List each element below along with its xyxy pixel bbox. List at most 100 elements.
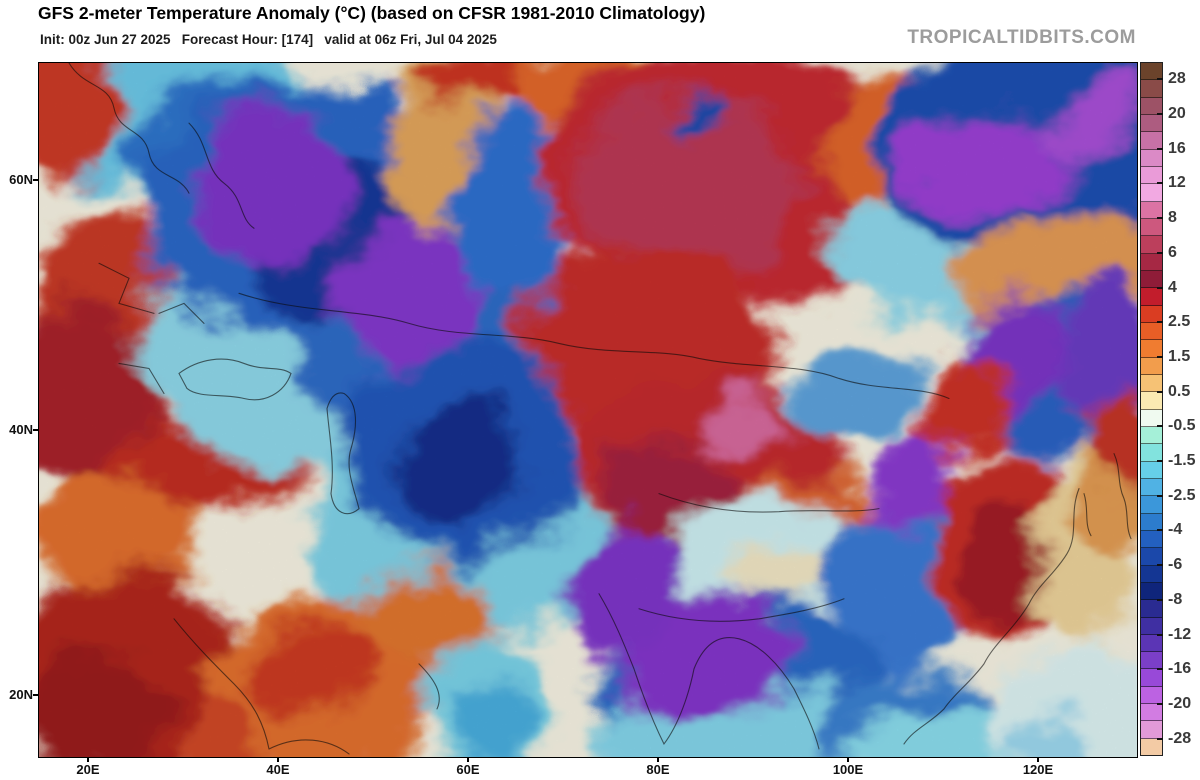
colorbar-tick-label: -8 <box>1168 590 1183 608</box>
coast-baltic <box>188 122 255 229</box>
colorbar-box <box>1141 201 1162 219</box>
colorbar-box <box>1141 63 1162 81</box>
colorbar-box <box>1141 236 1162 254</box>
colorbar-box <box>1141 426 1162 445</box>
map-title: GFS 2-meter Temperature Anomaly (°C) (ba… <box>38 3 706 23</box>
colorbar-tick-mark <box>1157 390 1163 393</box>
coast-india <box>598 593 820 750</box>
colorbar-box <box>1141 461 1162 479</box>
colorbar-tick-label: 28 <box>1168 70 1186 88</box>
colorbar-tick-mark <box>1157 737 1163 740</box>
colorbar-tick-label: -16 <box>1168 660 1192 678</box>
coast-black-sea <box>178 358 292 401</box>
colorbar-box <box>1141 114 1162 133</box>
colorbar-box <box>1141 166 1162 185</box>
colorbar-tick-mark <box>1157 529 1163 532</box>
colorbar-tick-mark <box>1157 182 1163 185</box>
temperature-colorbar <box>1140 62 1163 756</box>
colorbar-tick-label: 20 <box>1168 105 1186 123</box>
colorbar-box <box>1141 617 1162 635</box>
lat-tick-mark <box>33 179 39 181</box>
colorbar-box <box>1141 565 1162 583</box>
lat-tick-mark <box>33 429 39 431</box>
colorbar-box <box>1141 80 1162 98</box>
lat-tick-label-60N: 60N <box>9 172 33 187</box>
borders-russia-south <box>238 292 950 400</box>
border-himalaya <box>638 598 845 622</box>
anomaly-map-svg <box>39 63 1137 757</box>
colorbar-box <box>1141 184 1162 202</box>
colorbar-tick-label: -0.5 <box>1168 417 1196 435</box>
colorbar-tick-label: 8 <box>1168 209 1177 227</box>
colorbar-tick-label: 16 <box>1168 139 1186 157</box>
colorbar-tick-mark <box>1157 633 1163 636</box>
lat-tick-label-40N: 40N <box>9 422 33 437</box>
coast-korea-japan <box>1083 453 1132 540</box>
colorbar-tick-label: -12 <box>1168 625 1192 643</box>
lon-tick-mark <box>657 757 659 762</box>
noise-overlay <box>39 63 1137 757</box>
colorbar-box <box>1141 721 1162 739</box>
colorbar-box <box>1141 149 1162 167</box>
colorbar-tick-label: -28 <box>1168 729 1192 747</box>
lon-tick-label-60E: 60E <box>456 762 480 777</box>
colorbar-box <box>1141 686 1162 705</box>
colorbar-tick-label: 1.5 <box>1168 347 1191 365</box>
lon-tick-mark <box>847 757 849 762</box>
colorbar-tick-mark <box>1157 217 1163 220</box>
colorbar-box <box>1141 253 1162 271</box>
colorbar-tick-mark <box>1157 702 1163 705</box>
colorbar-box <box>1141 270 1162 289</box>
colorbar-tick-label: -6 <box>1168 556 1183 574</box>
lat-tick-label-20N: 20N <box>9 687 33 702</box>
colorbar-tick-label: 6 <box>1168 243 1177 261</box>
lon-tick-label-40E: 40E <box>266 762 290 777</box>
colorbar-box <box>1141 132 1162 150</box>
colorbar-box <box>1141 305 1162 323</box>
colorbar-tick-label: -2.5 <box>1168 486 1196 504</box>
border-tibet-north <box>658 493 880 513</box>
colorbar-tick-label: 12 <box>1168 174 1186 192</box>
colorbar-tick-mark <box>1157 494 1163 497</box>
colorbar-tick-label: 0.5 <box>1168 382 1191 400</box>
colorbar-box <box>1141 704 1162 722</box>
coast-china <box>903 488 1080 745</box>
colorbar-tick-label: 4 <box>1168 278 1177 296</box>
colorbar-box <box>1141 357 1162 375</box>
anomaly-map <box>38 62 1138 758</box>
colorbar-box <box>1141 513 1162 531</box>
coast-arabia <box>173 618 440 755</box>
colorbar-box <box>1141 548 1162 566</box>
colorbar-box <box>1141 478 1162 497</box>
colorbar-box <box>1141 409 1162 427</box>
init-forecast-valid-line: Init: 00z Jun 27 2025 Forecast Hour: [17… <box>40 32 497 47</box>
lon-tick-mark <box>87 757 89 762</box>
colorbar-tick-label: 2.5 <box>1168 313 1191 331</box>
colorbar-tick-mark <box>1157 286 1163 289</box>
lon-tick-mark <box>277 757 279 762</box>
colorbar-tick-mark <box>1157 251 1163 254</box>
lon-tick-label-120E: 120E <box>1022 762 1054 777</box>
colorbar-box <box>1141 218 1162 237</box>
colorbar-tick-mark <box>1157 668 1163 671</box>
lon-tick-mark <box>467 757 469 762</box>
colorbar-box <box>1141 652 1162 670</box>
colorbar-tick-mark <box>1157 355 1163 358</box>
lon-tick-label-100E: 100E <box>832 762 864 777</box>
colorbar-box <box>1141 97 1162 115</box>
colorbar-tick-mark <box>1157 78 1163 81</box>
colorbar-tick-mark <box>1157 425 1163 428</box>
colorbar-tick-mark <box>1157 113 1163 116</box>
borders-europe <box>98 262 205 395</box>
colorbar-box <box>1141 496 1162 514</box>
colorbar-tick-mark <box>1157 598 1163 601</box>
coastline-border-layer <box>68 63 1132 755</box>
colorbar-box <box>1141 322 1162 341</box>
colorbar-tick-mark <box>1157 321 1163 324</box>
colorbar-box <box>1141 392 1162 410</box>
colorbar-tick-mark <box>1157 564 1163 567</box>
colorbar-box <box>1141 600 1162 618</box>
lon-tick-label-20E: 20E <box>76 762 100 777</box>
colorbar-tick-label: -20 <box>1168 694 1192 712</box>
colorbar-tick-label: -4 <box>1168 521 1183 539</box>
